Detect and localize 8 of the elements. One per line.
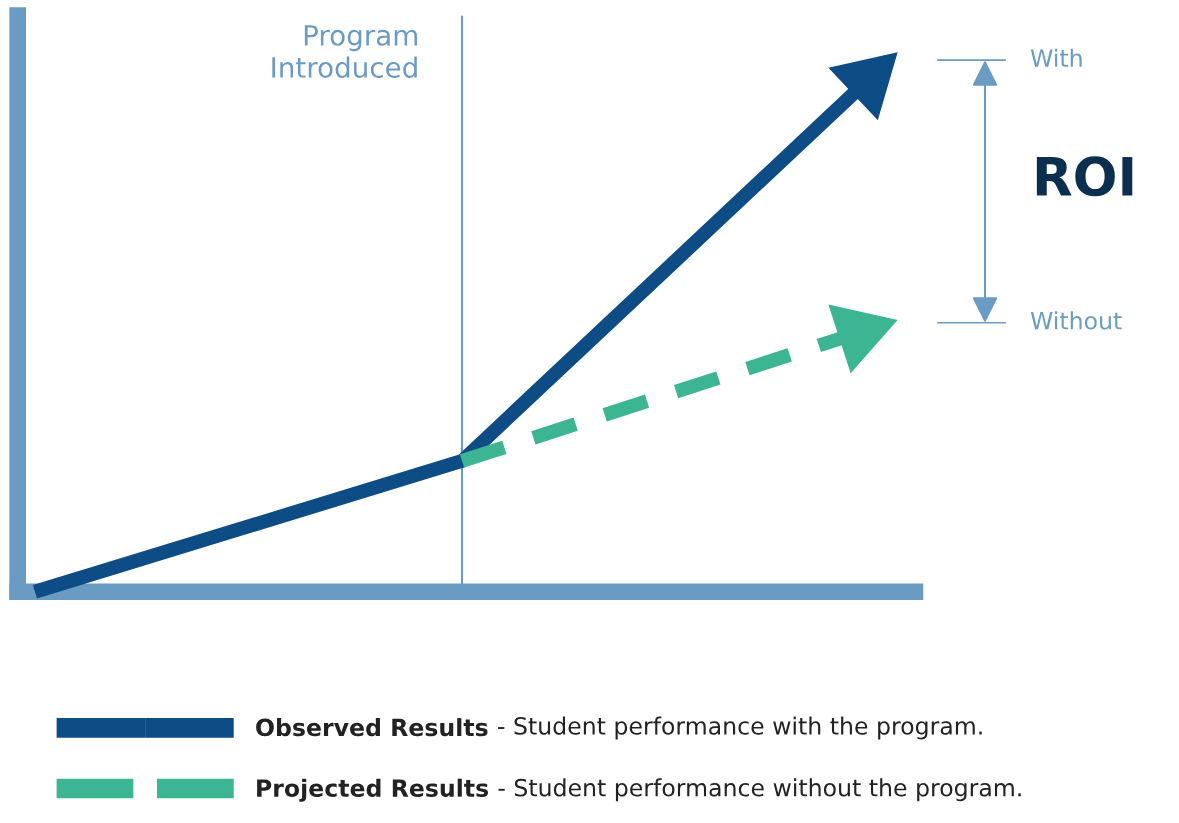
text: ROI: [1036, 156, 1133, 197]
text: - Student performance with the program.: [498, 716, 982, 740]
legend-label: Observed Results: [256, 718, 488, 737]
text: With: [1030, 48, 1082, 67]
text: Without: [1030, 311, 1122, 330]
annotation: Program Introduced: [272, 25, 417, 78]
legend-label: Projected Results: [257, 778, 489, 802]
text: - Student performance without the program.: [498, 778, 1021, 802]
